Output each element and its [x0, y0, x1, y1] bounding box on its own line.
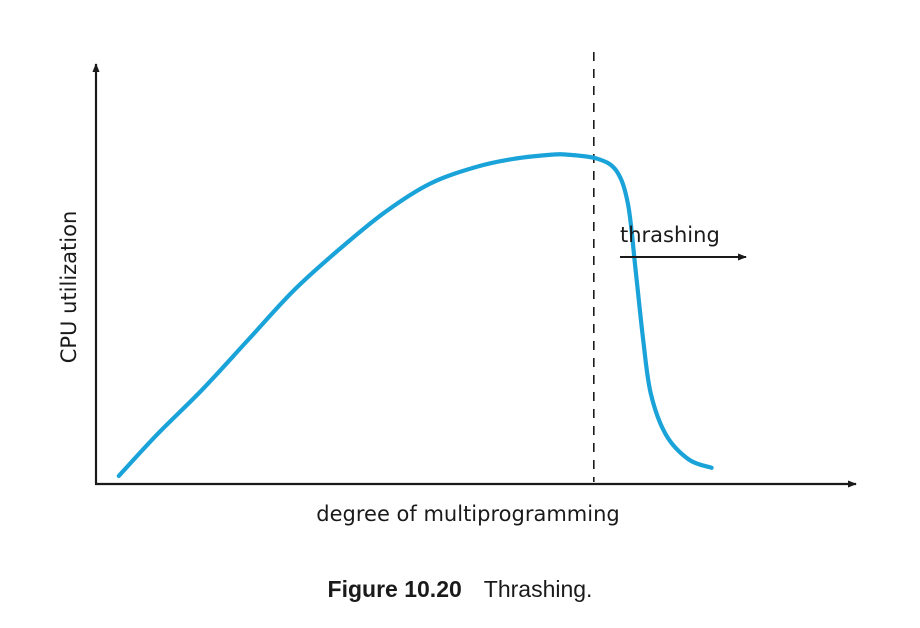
x-axis-label: degree of multiprogramming	[316, 502, 619, 526]
y-axis-label: CPU utilization	[57, 211, 81, 364]
figure-number: Figure 10.20	[327, 576, 462, 602]
figure-caption: Figure 10.20 Thrashing.	[0, 576, 920, 603]
figure-title: Thrashing.	[483, 576, 593, 602]
thrashing-label: thrashing	[620, 223, 720, 247]
cpu-utilization-curve	[116, 152, 714, 479]
